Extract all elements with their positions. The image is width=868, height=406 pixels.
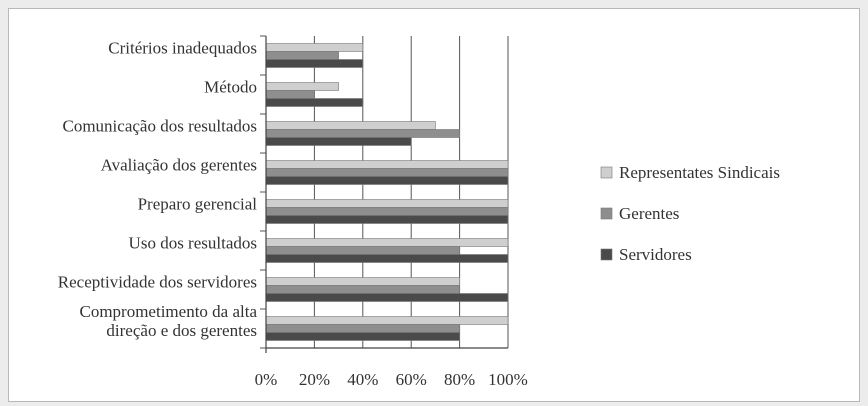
category-labels: Critérios inadequados Método Comunicação d… [58,39,258,341]
bar-gerentes [265,51,339,60]
legend-label: Representates Sindicais [619,163,780,182]
bar-gerentes [265,246,460,255]
bar-servidores [265,215,509,224]
bar-gerentes [265,207,509,216]
category-label: direção e dos gerentes [106,321,257,340]
bar-representantes [265,43,364,52]
bar-representantes [265,238,509,247]
category-label: Preparo gerencial [138,195,258,214]
category-label: Método [204,78,257,97]
bar-layer [265,43,509,341]
category-label: Comunicação dos resultados [62,117,257,136]
category-label: Receptividade dos servidores [58,273,257,292]
bar-representantes [265,160,509,169]
bar-servidores [265,137,412,146]
bar-gerentes [265,90,315,99]
x-tick-label: 60% [396,370,427,389]
bar-servidores [265,293,509,302]
bar-servidores [265,98,364,107]
bar-gerentes [265,324,460,333]
bar-gerentes [265,168,509,177]
x-tick-label: 40% [347,370,378,389]
legend-label: Gerentes [619,204,679,223]
chart-frame: Critérios inadequados Método Comunicação d… [8,8,860,402]
bar-representantes [265,199,509,208]
bar-representantes [265,277,460,286]
bar-servidores [265,254,509,263]
category-label: Critérios inadequados [108,39,257,58]
bar-representantes [265,316,509,325]
bar-servidores [265,332,460,341]
x-tick-label: 100% [488,370,528,389]
bar-representantes [265,82,339,91]
x-tick-label: 0% [255,370,278,389]
x-tick-label: 80% [444,370,475,389]
category-label: Uso dos resultados [129,234,257,253]
legend-label: Servidores [619,245,692,264]
x-tick-labels: 0% 20% 40% 60% 80% 100% [255,370,528,389]
bar-chart: Critérios inadequados Método Comunicação d… [58,35,780,389]
category-label: Comprometimento da alta [79,302,257,321]
bar-representantes [265,121,436,130]
legend-swatch [600,248,613,261]
bar-gerentes [265,285,460,294]
bar-gerentes [265,129,460,138]
legend: Representates Sindicais Gerentes Servidore… [600,163,780,264]
x-tick-label: 20% [299,370,330,389]
category-label: Avaliação dos gerentes [101,156,257,175]
axes [260,35,508,353]
bar-servidores [265,59,364,68]
legend-swatch [600,207,613,220]
bar-servidores [265,176,509,185]
legend-swatch [600,166,613,179]
